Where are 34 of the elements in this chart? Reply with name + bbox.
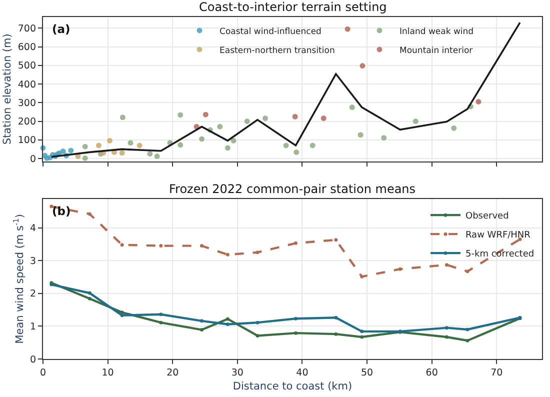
x-tick-label: 30 [231, 368, 244, 378]
y-tick-label: 2 [30, 288, 36, 300]
y-tick-label: 0 [30, 154, 36, 165]
y-tick-label: 500 [18, 60, 36, 72]
x-tick-label: 70 [490, 368, 503, 378]
chart-title: Frozen 2022 common-pair station means [169, 182, 416, 196]
y-tick-label: 3 [30, 256, 36, 267]
y-tick-label: 0 [30, 354, 36, 366]
x-tick-label: 60 [426, 368, 438, 378]
chart-title: Coast-to-interior terrain setting [199, 0, 387, 14]
y-tick-label: 4 [30, 223, 36, 234]
legend-label: Coastal wind-influenced [220, 26, 322, 37]
legend-label: 5-km corrected [466, 250, 534, 260]
y-tick-label: 200 [18, 116, 36, 128]
legend-label: Raw WRF/HNR [466, 230, 530, 241]
y-tick-label: 100 [18, 135, 36, 146]
y-tick-label: 700 [18, 23, 36, 34]
y-axis-title: Station elevation (m) [2, 34, 14, 145]
x-tick-label: 10 [102, 368, 114, 378]
x-tick-label: 40 [296, 368, 308, 378]
legend-label: Inland weak wind [400, 26, 474, 37]
x-axis-title: Distance to coast (km) [232, 380, 352, 392]
y-tick-label: 400 [18, 79, 36, 90]
x-tick-label: 20 [166, 368, 179, 378]
x-tick-label: 0 [40, 368, 46, 378]
annotation: (b) [52, 204, 71, 218]
x-tick-label: 50 [360, 368, 374, 378]
legend-label: Observed [466, 212, 509, 222]
y-tick-label: 1 [30, 322, 36, 333]
annotation: (a) [52, 22, 70, 36]
y-tick-label: 300 [18, 98, 36, 109]
legend-label: Eastern-northern transition [220, 46, 335, 56]
y-tick-label: 600 [18, 42, 36, 54]
legend-label: Mountain interior [400, 46, 474, 56]
